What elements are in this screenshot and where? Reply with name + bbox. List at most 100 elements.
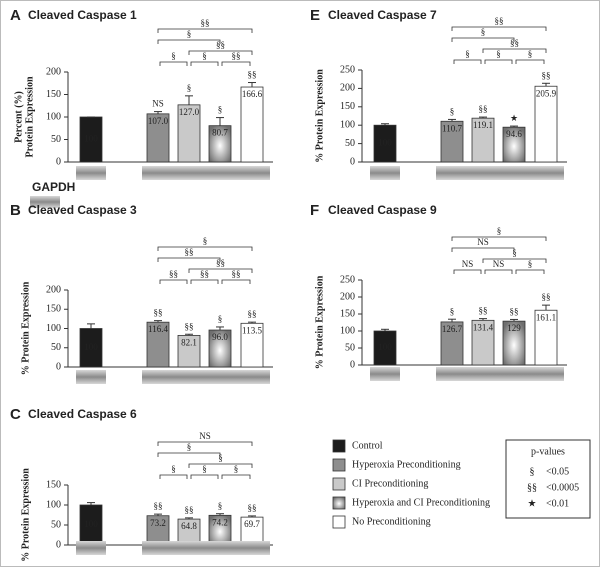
- significance-bracket: [221, 61, 251, 66]
- significance-bracket: [515, 59, 545, 64]
- y-tick-label: 100: [340, 119, 355, 130]
- significance-bracket: [188, 268, 253, 273]
- y-tick-label: 200: [46, 66, 61, 77]
- bracket-label: §: [218, 453, 223, 463]
- significance-symbol: §: [218, 314, 223, 324]
- y-axis-label: % Protein Expression: [20, 468, 31, 562]
- y-tick-label: 200: [340, 291, 355, 302]
- blot: [142, 541, 270, 555]
- bracket-label: §: [528, 49, 533, 59]
- value-label: 129: [507, 323, 521, 333]
- value-label: 100: [378, 342, 392, 352]
- significance-symbol: §: [187, 83, 192, 93]
- blot: [370, 166, 400, 180]
- significance-bracket: [159, 61, 188, 66]
- significance-symbol: §§: [154, 308, 163, 318]
- significance-symbol: ★: [510, 113, 518, 123]
- bracket-label: §: [202, 51, 207, 61]
- value-label: 113.5: [242, 325, 262, 335]
- bracket-label: §: [202, 464, 207, 474]
- bracket-label: §: [528, 259, 533, 269]
- significance-bracket: [451, 26, 547, 31]
- value-label: 73.2: [150, 518, 166, 528]
- significance-bracket: [484, 269, 513, 274]
- bracket-label: §§: [216, 258, 225, 268]
- bracket-label: §§: [216, 40, 225, 50]
- significance-symbol: §§: [542, 70, 551, 80]
- y-tick-label: 50: [51, 342, 61, 353]
- blot: [436, 367, 564, 381]
- significance-bracket: [190, 279, 219, 284]
- value-label: 119.1: [473, 120, 493, 130]
- bracket-label: §: [497, 226, 502, 236]
- bracket-label: §: [512, 248, 517, 258]
- y-tick-label: 0: [56, 539, 61, 550]
- value-label: 74.2: [212, 517, 228, 527]
- value-label: 69.7: [244, 519, 260, 529]
- value-label: 166.6: [242, 89, 263, 99]
- panel-title: Cleaved Caspase 6: [28, 407, 137, 421]
- significance-bracket: [157, 257, 221, 262]
- significance-symbol: §§: [248, 503, 257, 513]
- blot: [142, 370, 270, 384]
- y-tick-label: 100: [46, 111, 61, 122]
- blot: [30, 196, 60, 208]
- legend-label: No Preconditioning: [352, 516, 431, 527]
- p-value-label: <0.05: [546, 466, 569, 477]
- y-tick-label: 150: [46, 89, 61, 100]
- blot: [370, 367, 400, 381]
- panel-title: Cleaved Caspase 7: [328, 8, 437, 22]
- bracket-label: §: [187, 442, 192, 452]
- y-tick-label: 250: [340, 64, 355, 75]
- value-label: 82.1: [181, 337, 197, 347]
- significance-symbol: §: [218, 105, 223, 115]
- panel-title: Cleaved Caspase 1: [28, 8, 137, 22]
- y-axis-label: Percent (%): [13, 91, 24, 143]
- significance-symbol: §§: [185, 321, 194, 331]
- significance-bracket: [221, 279, 251, 284]
- value-label: 116.4: [148, 324, 168, 334]
- significance-bracket: [453, 269, 482, 274]
- y-tick-label: 50: [51, 519, 61, 530]
- y-tick-label: 50: [345, 342, 355, 353]
- bracket-label: §: [465, 49, 470, 59]
- significance-symbol: §§: [479, 306, 488, 316]
- significance-bracket: [451, 236, 547, 241]
- blot: [142, 166, 270, 180]
- significance-bracket: [451, 37, 515, 42]
- y-tick-label: 50: [51, 134, 61, 145]
- significance-bracket: [157, 441, 253, 446]
- blot-label: GAPDH: [32, 180, 75, 194]
- significance-bracket: [453, 59, 482, 64]
- p-value-label: <0.0005: [546, 482, 579, 493]
- significance-bracket: [221, 474, 251, 479]
- bracket-label: §§: [232, 51, 241, 61]
- panel-letter: C: [10, 406, 21, 423]
- y-axis-label: % Protein Expression: [20, 281, 31, 375]
- bracket-label: §§: [510, 38, 519, 48]
- legend-swatch: [332, 515, 346, 529]
- bracket-label: NS: [477, 237, 489, 247]
- significance-symbol: §: [218, 501, 223, 511]
- significance-bracket: [190, 61, 219, 66]
- blot: [76, 370, 106, 384]
- y-tick-label: 0: [350, 359, 355, 370]
- bracket-label: §: [496, 49, 501, 59]
- panel-letter: B: [10, 202, 21, 219]
- value-label: 100: [84, 342, 98, 352]
- significance-symbol: NS: [152, 99, 164, 109]
- legend-label: Control: [352, 440, 383, 451]
- y-tick-label: 250: [340, 274, 355, 285]
- bracket-label: NS: [199, 431, 211, 441]
- legend-swatch: [332, 496, 346, 510]
- panel-title: Cleaved Caspase 3: [28, 203, 137, 217]
- y-tick-label: 100: [46, 323, 61, 334]
- y-tick-label: 0: [350, 156, 355, 167]
- significance-symbol: §§: [479, 104, 488, 114]
- legend-swatch: [332, 439, 346, 453]
- legend-swatch: [332, 477, 346, 491]
- legend-label: Hyperoxia Preconditioning: [352, 459, 461, 470]
- y-tick-label: 200: [46, 284, 61, 295]
- value-label: 100: [84, 519, 98, 529]
- p-value-box: [505, 439, 591, 519]
